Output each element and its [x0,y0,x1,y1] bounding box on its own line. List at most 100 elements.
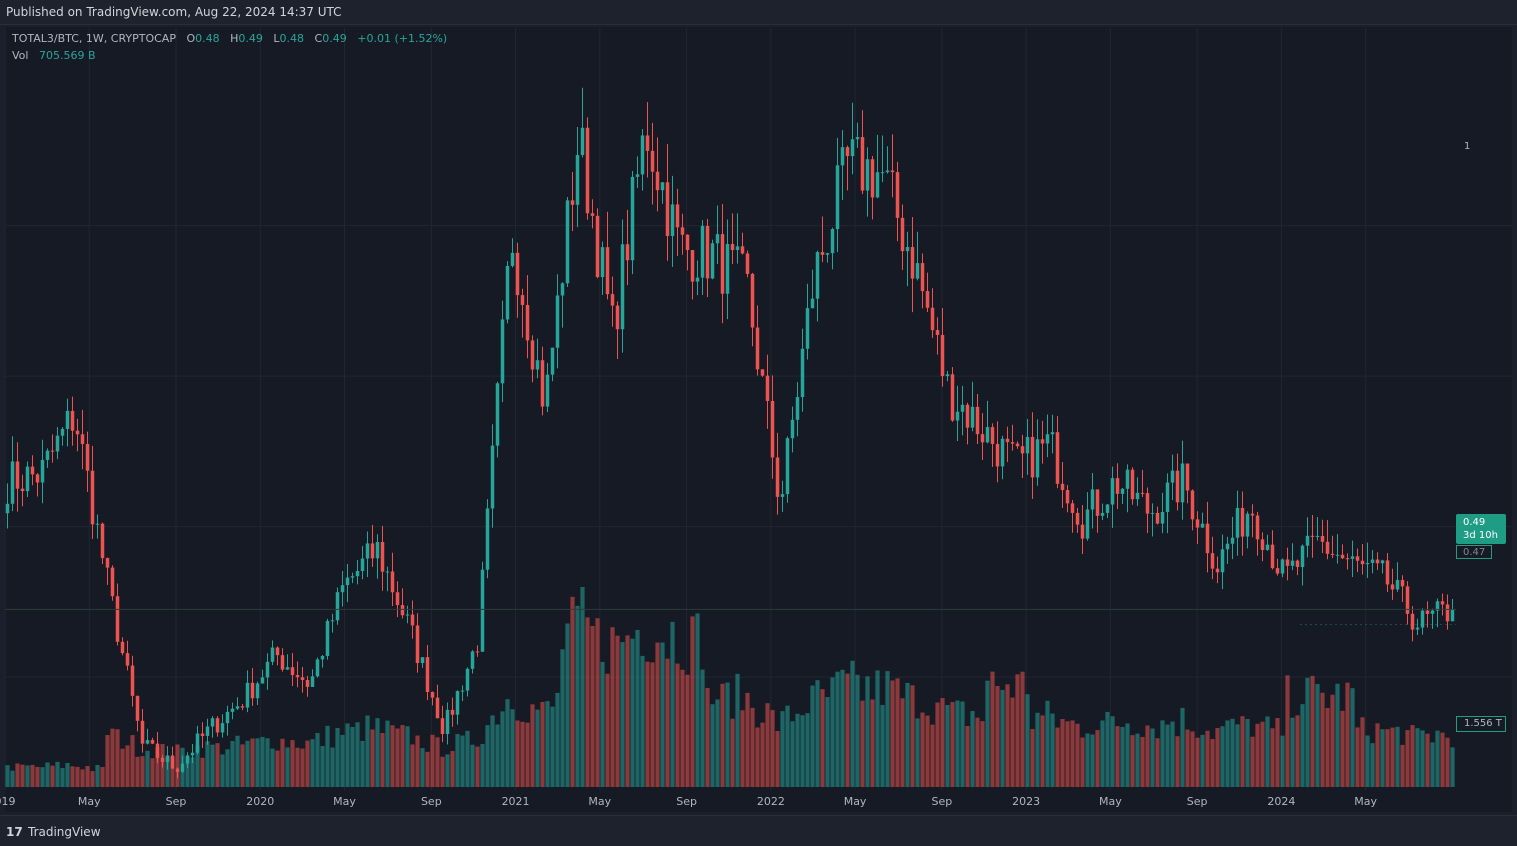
x-tick-label: May [844,795,867,808]
candle-body [935,330,940,335]
volume-bar [1050,713,1055,787]
candle-body [950,374,955,421]
symbol-label: TOTAL3/BTC, 1W, CRYPTOCAP [12,32,176,45]
last-price-value: 0.49 [1463,517,1486,528]
volume-bar [205,741,210,787]
candle-body [1115,478,1120,494]
candle-body [420,657,425,664]
candle-body [375,542,380,559]
volume-bar [750,707,755,787]
volume-bar [800,715,805,787]
volume-badge: 1.556 T [1456,716,1506,732]
candle-body [195,733,200,753]
published-text: Published on TradingView.com, Aug 22, 20… [6,5,342,19]
volume-bar [355,722,360,787]
candle-body [800,348,805,398]
candle-body [715,234,720,244]
candle-body [1175,470,1180,503]
volume-bar [5,765,10,787]
candle-body [235,706,240,709]
volume-bar [605,673,610,787]
volume-bar [290,740,295,787]
candle-body [920,263,925,292]
volume-bar [430,734,435,787]
volume-bar [1370,743,1375,787]
volume-label: Vol [12,49,29,62]
candle-body [645,135,650,151]
open-value: 0.48 [195,32,220,45]
volume-bar [1290,717,1295,787]
volume-bar [165,756,170,787]
volume-bar [1025,694,1030,787]
candle-body [120,641,125,654]
volume-bar [890,680,895,787]
volume-bar [1315,683,1320,787]
volume-bar [1385,729,1390,787]
candle-body [1060,483,1065,491]
candle-body [1325,541,1330,554]
volume-bar [395,728,400,787]
volume-bar [845,673,850,787]
candle-body [145,740,150,744]
candle-body [845,147,850,157]
candle-body [600,247,605,278]
volume-bar [665,658,670,787]
volume-bar [1180,707,1185,787]
volume-bar [1325,708,1330,787]
volume-bar [685,674,690,787]
volume-bar [715,699,720,787]
candle-body [1340,554,1345,559]
volume-bar [70,766,75,787]
volume-bar [105,735,110,787]
candle-body [495,383,500,446]
plot-area[interactable] [5,27,1512,812]
candle-body [1215,568,1220,573]
candle-body [900,217,905,252]
volume-bar [1030,728,1035,787]
volume-bar [1135,733,1140,787]
candle-body [905,247,910,252]
volume-bar [1100,720,1105,787]
volume-bar [1355,727,1360,787]
volume-bar [460,735,465,787]
candle-body [1035,439,1040,478]
candle-body [895,172,900,218]
candle-body [505,265,510,320]
volume-bar [530,704,535,787]
candle-body [405,614,410,616]
volume-bar [1260,721,1265,787]
candle-body [1240,507,1245,537]
candle-body [1050,432,1055,435]
volume-bar [480,743,485,787]
candle-body [1255,515,1260,540]
volume-row: Vol 705.569 B [12,49,447,66]
volume-bar [1430,742,1435,787]
candle-body [150,740,155,744]
candle-body [400,605,405,616]
candle-body [795,397,800,420]
volume-bar [765,703,770,787]
candle-body [1430,610,1435,614]
candle-body [250,682,255,699]
volume-bar [140,756,145,787]
volume-bar [360,740,365,787]
volume-bar [780,711,785,787]
candle-body [215,718,220,733]
volume-bar [20,764,25,787]
volume-bar [885,671,890,787]
volume-bar [660,642,665,787]
candle-body [340,585,345,593]
volume-bar [175,744,180,787]
candle-body [1275,568,1280,574]
candle-body [590,213,595,216]
candle-body [175,768,180,772]
volume-bar [60,768,65,787]
candle-body [990,427,995,444]
volume-bar [910,685,915,787]
candle-body [475,651,480,653]
candle-body [80,434,85,445]
volume-bar [80,769,85,787]
volume-bar [15,763,20,787]
volume-bar [680,669,685,787]
